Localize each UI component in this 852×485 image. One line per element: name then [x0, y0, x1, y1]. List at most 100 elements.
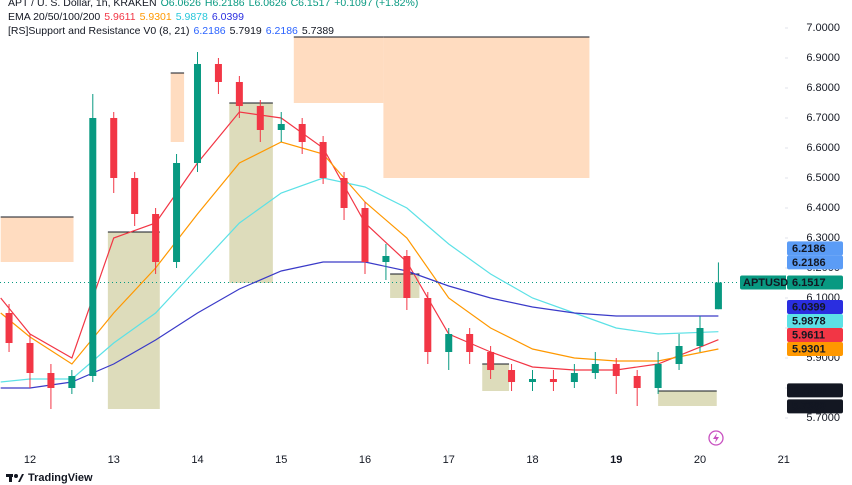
legend-row: EMA 20/50/100/200 5.9611 5.9301 5.9878 6.039…	[8, 10, 422, 24]
legend-value: 5.7389	[301, 25, 335, 37]
price-label: 6.0399	[792, 301, 826, 313]
x-tick-label: 13	[108, 454, 120, 466]
x-tick-label: 15	[275, 454, 287, 466]
candle-body	[277, 123, 285, 130]
plot-area	[0, 36, 785, 410]
y-tick-label: 6.4000	[806, 202, 840, 214]
sr-zone	[293, 36, 384, 103]
legend-value: 5.9611	[104, 11, 136, 23]
candle-body	[714, 282, 722, 310]
legend-value: C6.1517	[290, 0, 331, 9]
legend-name: EMA 20/50/100/200	[8, 11, 101, 23]
price-label-box	[787, 255, 843, 270]
legend: APT / U. S. Dollar, 1h, KRAKEN O6.0626 H6.…	[8, 0, 422, 38]
candle-body	[508, 370, 516, 383]
symbol-label: APTUSD	[743, 277, 788, 289]
price-label: 6.2186	[792, 243, 826, 255]
sr-zone	[0, 216, 74, 263]
legend-row: APT / U. S. Dollar, 1h, KRAKEN O6.0626 H6.…	[8, 0, 422, 10]
candle-body	[445, 334, 453, 353]
y-tick-label: 6.6000	[806, 142, 840, 154]
ema-line	[0, 261, 719, 389]
legend-value: H6.2186	[204, 0, 245, 9]
candle-body	[26, 343, 34, 374]
candle-body	[131, 177, 139, 214]
sr-zone	[229, 102, 273, 284]
y-tick-label: 6.9000	[806, 52, 840, 64]
y-tick-label: 6.7000	[806, 112, 840, 124]
candle-body	[654, 364, 662, 389]
candle-body	[696, 328, 704, 347]
y-tick-label: 6.5000	[806, 172, 840, 184]
price-label-box	[787, 327, 843, 342]
brand: TradingView	[28, 472, 93, 484]
candle-body	[612, 364, 620, 377]
candle-body	[633, 376, 641, 389]
y-tick-label: 5.7000	[806, 412, 840, 424]
candle-body	[549, 379, 557, 383]
price-label-box	[787, 241, 843, 256]
x-tick-label: 14	[191, 454, 203, 466]
sr-zone	[107, 232, 160, 410]
candle-body	[235, 81, 243, 106]
price-label-box	[787, 299, 843, 314]
sr-zone	[383, 36, 590, 178]
price-label-box	[787, 313, 843, 328]
candle-body	[340, 177, 348, 208]
candle-body	[193, 63, 201, 163]
legend-name: [RS]Support and Resistance V0 (8, 21)	[8, 25, 190, 37]
legend-value: 5.7919	[229, 25, 262, 37]
x-tick-label: 17	[443, 454, 455, 466]
price-label: 5.9301	[792, 343, 826, 355]
x-tick-label: 12	[24, 454, 36, 466]
price-label-box	[787, 383, 843, 398]
legend-value: 6.2186	[265, 25, 298, 37]
event-icon-bolt	[713, 433, 719, 443]
sr-zone	[170, 72, 185, 142]
price-label: 6.2186	[792, 257, 826, 269]
price-label-box	[787, 341, 843, 356]
candle-body	[47, 373, 55, 389]
candle-body	[570, 373, 578, 383]
x-tick-label: 18	[526, 454, 538, 466]
candle-body	[382, 256, 390, 263]
candle-body	[89, 117, 97, 377]
event-icon	[708, 430, 724, 446]
candle-body	[319, 141, 327, 178]
candle-body	[403, 256, 411, 299]
x-tick-label: 21	[778, 454, 790, 466]
symbol-box-wide	[740, 275, 786, 290]
price-label: 5.9611	[792, 329, 825, 341]
candle-body	[173, 162, 181, 263]
candle-body	[487, 352, 495, 371]
candle-body	[361, 207, 369, 263]
price-label-box	[787, 399, 843, 414]
y-tick-label: 6.8000	[806, 82, 840, 94]
price-label: 5.7919	[792, 385, 826, 397]
legend-value: L6.0626	[248, 0, 287, 9]
x-tick-label: 16	[359, 454, 371, 466]
x-tick-label: 20	[694, 454, 706, 466]
candle-body	[675, 346, 683, 365]
sr-zone	[482, 364, 510, 392]
y-tick-label: 6.3000	[806, 232, 840, 244]
y-tick-label: 7.0000	[806, 22, 840, 34]
price-label-box	[787, 275, 843, 290]
legend-value: 6.2186	[193, 25, 226, 37]
price-label: 5.9878	[792, 315, 826, 327]
sr-zone	[658, 391, 717, 407]
legend-value: 5.9878	[175, 11, 208, 23]
x-tick-label: 19	[610, 454, 622, 466]
legend-name: APT / U. S. Dollar, 1h, KRAKEN	[8, 0, 157, 9]
footer: TradingView	[6, 472, 93, 484]
candle-body	[68, 376, 76, 389]
legend-value: 5.9301	[139, 11, 172, 23]
legend-value: 6.0399	[211, 11, 244, 23]
candle-body	[5, 313, 13, 344]
price-label: 6.1517	[792, 277, 826, 289]
candle-body	[298, 123, 306, 142]
candle-body	[424, 298, 432, 353]
candle-body	[528, 379, 536, 383]
